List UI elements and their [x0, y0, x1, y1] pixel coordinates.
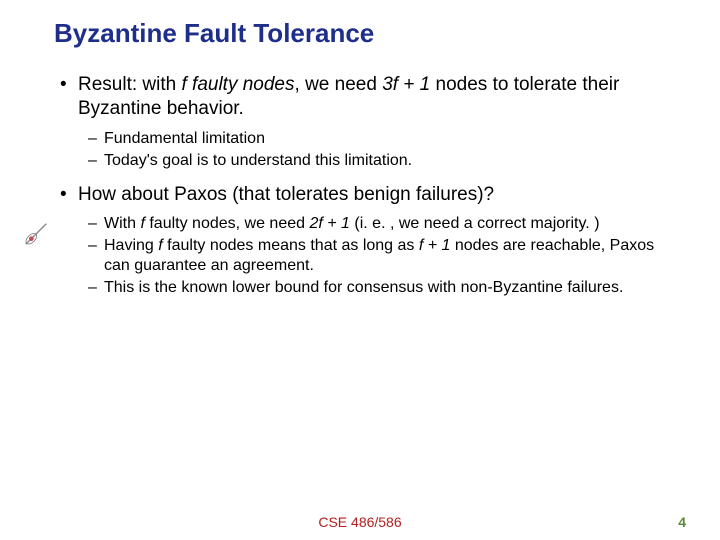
- footer-course: CSE 486/586: [318, 514, 401, 530]
- bullet-paxos: How about Paxos (that tolerates benign f…: [60, 183, 672, 207]
- text-italic: 2f + 1: [309, 215, 349, 232]
- text-fragment: faulty nodes means that as long as: [163, 237, 419, 254]
- decorative-icon: [22, 220, 50, 248]
- text-italic: f faulty nodes: [181, 74, 294, 95]
- text-fragment: (i. e. , we need a correct majority. ): [350, 215, 600, 232]
- bullet-fundamental: Fundamental limitation: [88, 129, 672, 149]
- text-fragment: , we need: [295, 74, 383, 95]
- text-fragment: faulty nodes, we need: [145, 215, 310, 232]
- bullet-lower-bound: This is the known lower bound for consen…: [88, 278, 672, 298]
- text-italic: 3f + 1: [382, 74, 430, 95]
- bullet-paxos-need: With f faulty nodes, we need 2f + 1 (i. …: [88, 214, 672, 234]
- slide-title: Byzantine Fault Tolerance: [54, 18, 672, 49]
- bullet-result: Result: with f faulty nodes, we need 3f …: [60, 73, 672, 121]
- text-fragment: Having: [104, 237, 158, 254]
- text-italic: f + 1: [419, 237, 451, 254]
- text-fragment: With: [104, 215, 140, 232]
- bullet-paxos-reachable: Having f faulty nodes means that as long…: [88, 236, 672, 276]
- text-fragment: Result: with: [78, 74, 181, 95]
- footer-page-number: 4: [678, 514, 686, 530]
- slide-content: Byzantine Fault Tolerance Result: with f…: [0, 0, 720, 298]
- bullet-goal: Today's goal is to understand this limit…: [88, 151, 672, 171]
